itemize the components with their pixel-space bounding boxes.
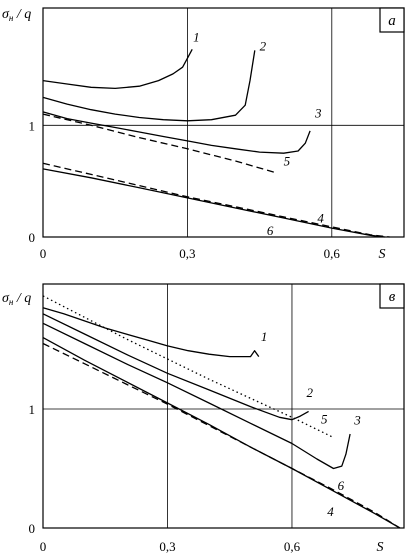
chart-panel-a: a 0 0,3 0,6 S 0 1 σн / q 1 2 3 5 4 6 [2,7,405,262]
x-axis-label: S [379,247,386,262]
x-tick-label: 0,6 [284,539,301,554]
series-line-6 [42,342,401,529]
curve-label-1: 1 [261,329,268,344]
series-line-1 [42,307,260,358]
y-tick-label: 1 [29,118,36,133]
series-line-4 [42,168,385,238]
panel-label-box [379,7,405,33]
curve-label-1: 1 [193,30,200,45]
panel-label-box [379,283,405,309]
x-axis-label: S [377,540,384,555]
x-tick-label: 0 [40,539,47,554]
curve-label-6: 6 [338,478,345,493]
plot-frame [42,7,405,238]
y-axis-label: σн / q [2,7,31,23]
y-tick-label: 0 [29,521,36,536]
curve-label-2: 2 [306,385,313,400]
x-tick-label: 0,6 [324,246,341,261]
series-line-2 [42,313,309,421]
curve-label-3: 3 [353,412,361,427]
curve-label-6: 6 [267,223,274,238]
series-line-1 [42,48,193,90]
x-tick-label: 0,3 [159,539,175,554]
series-line-2 [42,50,256,122]
y-tick-label: 0 [29,230,36,245]
curve-label-4: 4 [317,210,324,225]
curve-label-4: 4 [327,504,334,519]
curve-label-5: 5 [284,154,291,169]
curve-label-5: 5 [321,411,328,426]
x-tick-label: 0 [40,246,47,261]
x-tick-label: 0,3 [179,246,195,261]
curve-label-2: 2 [260,38,267,53]
series-line-4 [42,337,401,529]
series-line-6 [42,162,390,238]
panel-label: a [388,13,396,29]
series-line-3 [42,322,351,470]
series-line-3 [42,111,311,154]
y-tick-label: 1 [29,402,36,417]
curve-label-3: 3 [314,105,322,120]
plot-frame [42,283,405,529]
panel-label: в [389,289,396,305]
series-line-5 [42,113,275,173]
chart-panel-v: в 0 0,3 0,6 S 0 1 σн / q 1 25 3 64 [2,283,405,555]
series-line-5 [42,295,334,439]
y-axis-label: σн / q [2,291,31,307]
